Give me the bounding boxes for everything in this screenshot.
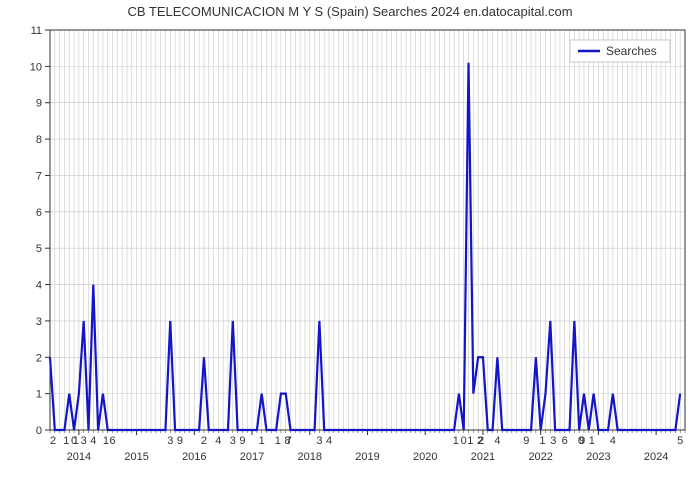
y-tick-label: 4 — [36, 280, 42, 292]
value-label: 6 — [109, 435, 115, 447]
x-year-label: 2024 — [644, 451, 668, 463]
value-label: 4 — [215, 435, 221, 447]
value-label: 1 — [63, 435, 69, 447]
y-tick-label: 2 — [36, 352, 42, 364]
value-label: 1 — [259, 435, 265, 447]
value-label: 1 — [467, 435, 473, 447]
value-label: 1 — [103, 435, 109, 447]
y-tick-label: 3 — [36, 316, 42, 328]
value-label: 2 — [201, 435, 207, 447]
x-year-label: 2017 — [240, 451, 264, 463]
chart-svg: CB TELECOMUNICACION M Y S (Spain) Search… — [0, 0, 700, 500]
value-label: 4 — [326, 435, 332, 447]
x-year-label: 2019 — [355, 451, 379, 463]
x-year-label: 2023 — [586, 451, 610, 463]
value-label: 1 — [589, 435, 595, 447]
x-year-label: 2015 — [124, 451, 148, 463]
x-year-label: 2022 — [528, 451, 552, 463]
x-year-label: 2018 — [298, 451, 322, 463]
value-label: 3 — [230, 435, 236, 447]
value-label: 3 — [316, 435, 322, 447]
chart-title: CB TELECOMUNICACION M Y S (Spain) Search… — [127, 4, 572, 19]
y-tick-label: 1 — [36, 389, 42, 401]
y-tick-label: 0 — [36, 425, 42, 437]
value-label: 4 — [90, 435, 96, 447]
value-label: 9 — [177, 435, 183, 447]
value-label: 4 — [494, 435, 500, 447]
value-label: 1 — [275, 435, 281, 447]
value-label: 3 — [550, 435, 556, 447]
y-tick-label: 10 — [30, 61, 42, 73]
x-year-label: 2021 — [471, 451, 495, 463]
value-label: 6 — [562, 435, 568, 447]
x-year-label: 2016 — [182, 451, 206, 463]
y-tick-label: 9 — [36, 98, 42, 110]
value-label: 1 — [73, 435, 79, 447]
x-year-label: 2014 — [67, 451, 91, 463]
y-tick-label: 11 — [31, 25, 42, 37]
y-tick-label: 7 — [36, 170, 42, 182]
value-label: 0 — [578, 435, 584, 447]
value-label: 4 — [610, 435, 616, 447]
value-label: 3 — [81, 435, 87, 447]
value-label: 9 — [239, 435, 245, 447]
value-label: 0 — [461, 435, 467, 447]
y-tick-label: 8 — [36, 134, 42, 146]
value-label: 9 — [523, 435, 529, 447]
value-label: 3 — [167, 435, 173, 447]
value-label: 1 — [453, 435, 459, 447]
y-tick-label: 6 — [36, 207, 42, 219]
x-year-label: 2020 — [413, 451, 437, 463]
value-label: 1 — [539, 435, 545, 447]
value-label: 2 — [477, 435, 483, 447]
value-label: 8 — [284, 435, 290, 447]
value-label: 5 — [677, 435, 683, 447]
legend-label: Searches — [606, 44, 657, 58]
line-chart: CB TELECOMUNICACION M Y S (Spain) Search… — [0, 0, 700, 500]
y-tick-label: 5 — [36, 243, 42, 255]
value-label: 2 — [50, 435, 56, 447]
